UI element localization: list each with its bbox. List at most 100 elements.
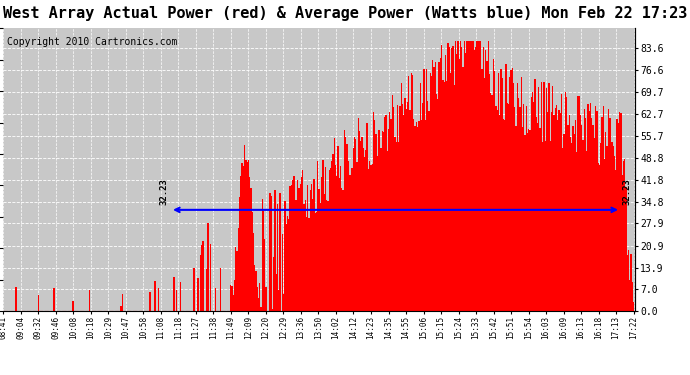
Bar: [486, 61, 488, 311]
Bar: [179, 282, 181, 311]
Bar: [319, 203, 321, 311]
Bar: [351, 168, 353, 311]
Bar: [619, 112, 620, 311]
Bar: [571, 143, 572, 311]
Bar: [428, 111, 430, 311]
Bar: [336, 177, 337, 311]
Bar: [210, 244, 211, 311]
Bar: [384, 117, 386, 311]
Bar: [339, 178, 340, 311]
Bar: [155, 281, 156, 311]
Bar: [547, 112, 549, 311]
Bar: [176, 290, 177, 311]
Bar: [613, 146, 614, 311]
Bar: [627, 255, 628, 311]
Bar: [206, 269, 208, 311]
Bar: [599, 165, 600, 311]
Bar: [445, 55, 446, 311]
Bar: [231, 286, 233, 311]
Bar: [462, 67, 464, 311]
Bar: [585, 118, 586, 311]
Bar: [607, 146, 608, 311]
Bar: [453, 84, 455, 311]
Bar: [337, 146, 339, 311]
Bar: [310, 190, 311, 311]
Bar: [326, 200, 327, 311]
Bar: [308, 218, 310, 311]
Bar: [455, 41, 456, 311]
Bar: [391, 119, 392, 311]
Bar: [327, 201, 328, 311]
Bar: [523, 104, 524, 311]
Bar: [604, 159, 605, 311]
Bar: [284, 201, 286, 311]
Bar: [553, 115, 555, 311]
Bar: [447, 43, 448, 311]
Bar: [121, 294, 123, 311]
Bar: [307, 185, 308, 311]
Bar: [322, 160, 324, 311]
Bar: [377, 156, 378, 311]
Bar: [573, 134, 575, 311]
Bar: [495, 106, 497, 311]
Bar: [72, 301, 74, 311]
Bar: [533, 102, 535, 311]
Bar: [620, 113, 622, 311]
Bar: [500, 69, 502, 311]
Bar: [237, 228, 239, 311]
Bar: [398, 142, 400, 311]
Bar: [331, 161, 333, 311]
Bar: [407, 102, 408, 311]
Bar: [389, 112, 391, 311]
Bar: [173, 277, 175, 311]
Bar: [220, 268, 221, 311]
Bar: [605, 132, 607, 311]
Bar: [485, 50, 486, 311]
Bar: [423, 69, 424, 311]
Bar: [580, 115, 581, 311]
Bar: [513, 83, 514, 311]
Bar: [503, 119, 504, 311]
Bar: [508, 105, 509, 311]
Bar: [360, 141, 362, 311]
Bar: [490, 93, 491, 311]
Bar: [477, 41, 479, 311]
Bar: [633, 302, 634, 311]
Bar: [609, 118, 610, 311]
Bar: [542, 142, 543, 311]
Bar: [546, 88, 547, 311]
Bar: [283, 294, 284, 311]
Bar: [488, 41, 489, 311]
Bar: [465, 54, 466, 311]
Bar: [602, 106, 604, 311]
Bar: [393, 107, 394, 311]
Bar: [504, 120, 505, 311]
Bar: [415, 123, 417, 311]
Bar: [448, 47, 450, 311]
Bar: [528, 129, 529, 311]
Bar: [524, 135, 526, 311]
Bar: [480, 41, 482, 311]
Bar: [345, 136, 346, 311]
Bar: [470, 41, 471, 311]
Bar: [624, 159, 625, 311]
Bar: [246, 162, 248, 311]
Bar: [269, 193, 270, 311]
Bar: [340, 166, 342, 311]
Bar: [357, 118, 359, 311]
Bar: [629, 280, 631, 311]
Bar: [383, 132, 384, 311]
Bar: [215, 288, 216, 311]
Bar: [569, 115, 570, 311]
Bar: [202, 241, 204, 311]
Bar: [522, 127, 523, 311]
Bar: [289, 186, 290, 311]
Bar: [324, 194, 325, 311]
Bar: [353, 148, 354, 311]
Bar: [615, 170, 616, 311]
Bar: [379, 130, 380, 311]
Bar: [549, 141, 551, 311]
Bar: [556, 105, 557, 311]
Bar: [564, 93, 566, 311]
Bar: [292, 180, 293, 311]
